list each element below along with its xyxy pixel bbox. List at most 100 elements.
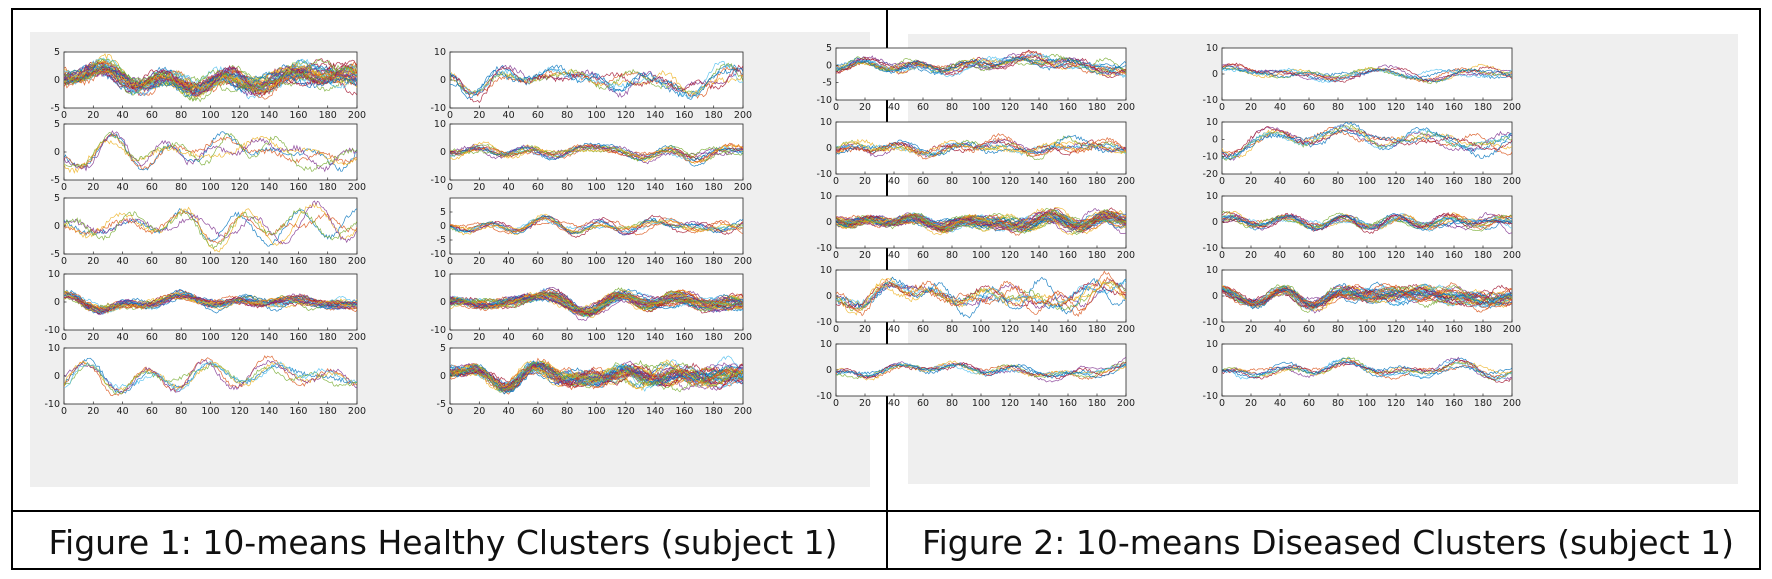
series-line bbox=[836, 280, 1126, 316]
series-group bbox=[836, 49, 1126, 79]
y-tick-label: 5 bbox=[54, 193, 60, 204]
y-tick-label: -5 bbox=[51, 175, 60, 186]
y-tick-label: 0 bbox=[440, 371, 446, 382]
series-line bbox=[64, 65, 357, 97]
x-tick-label: 180 bbox=[319, 110, 337, 121]
series-group bbox=[1222, 62, 1512, 85]
x-tick-label: 40 bbox=[1274, 176, 1286, 187]
x-tick-label: 0 bbox=[447, 256, 453, 267]
y-tick-label: 0 bbox=[1212, 134, 1218, 145]
x-tick-label: 100 bbox=[1358, 176, 1376, 187]
x-tick-label: 20 bbox=[473, 406, 485, 417]
x-tick-label: 200 bbox=[1503, 324, 1521, 335]
x-tick-label: 20 bbox=[859, 250, 871, 261]
series-group bbox=[836, 133, 1126, 161]
series-line bbox=[836, 362, 1126, 380]
series-line bbox=[836, 49, 1126, 78]
y-tick-label: 0 bbox=[440, 221, 446, 232]
x-tick-label: 0 bbox=[447, 182, 453, 193]
x-tick-label: 180 bbox=[1088, 398, 1106, 409]
x-tick-label: 200 bbox=[1117, 102, 1135, 113]
x-tick-label: 40 bbox=[1274, 324, 1286, 335]
x-tick-label: 0 bbox=[1219, 324, 1225, 335]
x-tick-label: 80 bbox=[175, 110, 187, 121]
series-line bbox=[64, 291, 357, 313]
y-tick-label: 0 bbox=[54, 147, 60, 158]
series-line bbox=[1222, 124, 1512, 160]
x-tick-label: 160 bbox=[675, 256, 693, 267]
series-line bbox=[1222, 359, 1512, 381]
y-tick-label: -10 bbox=[44, 325, 60, 336]
series-line bbox=[1222, 210, 1512, 231]
series-line bbox=[64, 65, 357, 90]
x-tick-label: 40 bbox=[888, 176, 900, 187]
series-line bbox=[1222, 214, 1512, 230]
x-tick-label: 60 bbox=[532, 182, 544, 193]
x-tick-label: 40 bbox=[1274, 250, 1286, 261]
x-tick-label: 140 bbox=[1416, 324, 1434, 335]
axes-box bbox=[835, 47, 1127, 101]
x-tick-label: 0 bbox=[61, 182, 67, 193]
x-tick-label: 40 bbox=[117, 256, 129, 267]
y-tick-label: 0 bbox=[1212, 217, 1218, 228]
x-tick-label: 100 bbox=[1358, 102, 1376, 113]
fig2-subplot-1: 0 20 40 60 80 100 120 140 160 180 200 5 0 -5 -10 bbox=[816, 43, 1135, 113]
y-tick-label: -10 bbox=[430, 175, 446, 186]
series-line bbox=[1222, 63, 1512, 82]
y-tick-label: -5 bbox=[823, 78, 832, 89]
x-tick-label: 60 bbox=[146, 332, 158, 343]
x-tick-label: 20 bbox=[859, 324, 871, 335]
series-line bbox=[836, 50, 1126, 76]
x-tick-label: 60 bbox=[146, 406, 158, 417]
x-tick-label: 120 bbox=[1001, 176, 1019, 187]
series-line bbox=[1222, 65, 1512, 83]
x-tick-label: 180 bbox=[1088, 102, 1106, 113]
x-tick-label: 80 bbox=[946, 250, 958, 261]
x-tick-label: 60 bbox=[1303, 398, 1315, 409]
series-line bbox=[64, 200, 357, 245]
x-tick-label: 160 bbox=[289, 182, 307, 193]
series-line bbox=[64, 292, 357, 313]
series-line bbox=[1222, 212, 1512, 234]
y-tick-label: 0 bbox=[826, 217, 832, 228]
x-tick-label: 180 bbox=[319, 332, 337, 343]
x-tick-label: 80 bbox=[561, 406, 573, 417]
series-line bbox=[64, 202, 357, 253]
x-tick-label: 20 bbox=[87, 182, 99, 193]
x-tick-label: 100 bbox=[201, 406, 219, 417]
x-tick-label: 0 bbox=[833, 250, 839, 261]
x-tick-label: 180 bbox=[705, 332, 723, 343]
y-tick-label: -5 bbox=[437, 235, 446, 246]
x-tick-label: 160 bbox=[675, 110, 693, 121]
series-group bbox=[836, 206, 1126, 236]
x-tick-label: 120 bbox=[1387, 102, 1405, 113]
series-group bbox=[450, 60, 743, 103]
x-tick-label: 80 bbox=[561, 256, 573, 267]
x-tick-label: 80 bbox=[1332, 398, 1344, 409]
series-line bbox=[836, 216, 1126, 230]
x-tick-label: 160 bbox=[1059, 324, 1077, 335]
x-tick-label: 200 bbox=[734, 182, 752, 193]
x-tick-label: 120 bbox=[1387, 398, 1405, 409]
y-tick-label: 10 bbox=[820, 117, 832, 128]
x-tick-label: 20 bbox=[473, 332, 485, 343]
x-tick-label: 180 bbox=[319, 182, 337, 193]
y-tick-label: 10 bbox=[820, 191, 832, 202]
x-tick-label: 120 bbox=[617, 256, 635, 267]
x-tick-label: 100 bbox=[587, 332, 605, 343]
series-line bbox=[836, 282, 1126, 309]
x-tick-label: 0 bbox=[61, 110, 67, 121]
x-tick-label: 20 bbox=[87, 110, 99, 121]
x-tick-label: 100 bbox=[1358, 324, 1376, 335]
x-tick-label: 140 bbox=[260, 406, 278, 417]
series-line bbox=[450, 217, 743, 233]
series-line bbox=[64, 359, 357, 394]
series-line bbox=[450, 141, 743, 164]
series-line bbox=[64, 207, 357, 250]
x-tick-label: 40 bbox=[888, 398, 900, 409]
series-line bbox=[836, 210, 1126, 234]
